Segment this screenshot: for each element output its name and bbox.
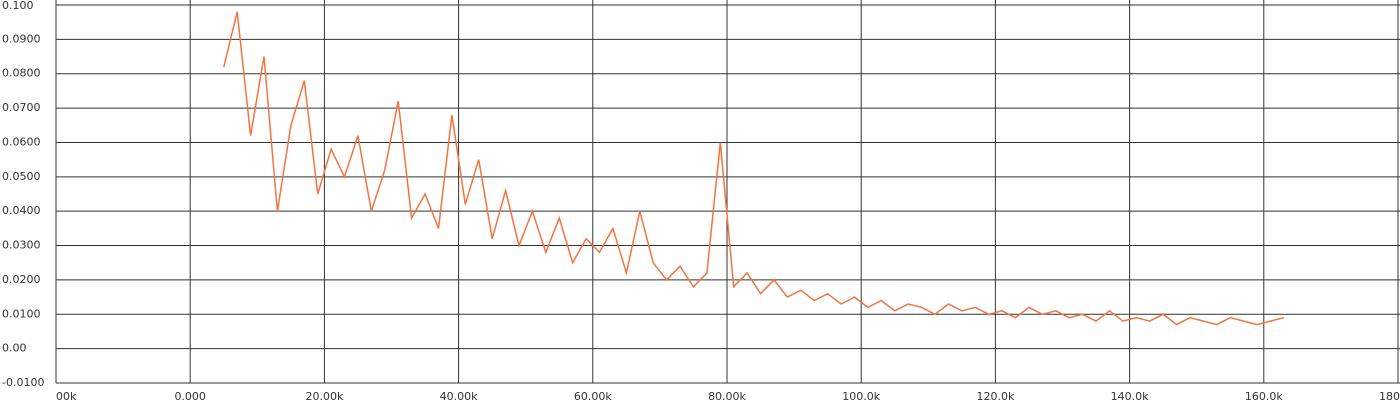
y-tick-label: 0.0500 xyxy=(2,170,41,183)
x-tick-label: 40.00k xyxy=(440,390,478,403)
x-tick-label: 80.00k xyxy=(708,390,746,403)
x-tick-label: 120.0k xyxy=(976,390,1014,403)
x-tick-label: 20.00k xyxy=(305,390,343,403)
x-tick-label: 140.0k xyxy=(1111,390,1149,403)
y-tick-label: 0.0400 xyxy=(2,204,41,217)
x-tick-label: 0.000 xyxy=(174,390,206,403)
x-tick-label: 60.00k xyxy=(574,390,612,403)
y-tick-label: 0.0900 xyxy=(2,32,41,45)
line-series xyxy=(223,11,1285,326)
x-tick-label: 160.0k xyxy=(1245,390,1283,403)
x-tick-label: 180 xyxy=(1379,390,1400,403)
y-tick-label: 0.0200 xyxy=(2,273,41,286)
y-tick-label: 0.0600 xyxy=(2,135,41,148)
y-tick-label: 0.0800 xyxy=(2,67,41,80)
y-tick-label: 0.00 xyxy=(2,342,27,355)
x-tick-label: 00k xyxy=(56,390,77,403)
y-tick-label: 0.0100 xyxy=(2,307,41,320)
y-tick-label: 0.100 xyxy=(2,0,34,12)
x-tick-label: 100.0k xyxy=(842,390,880,403)
y-tick-label: 0.0300 xyxy=(2,239,41,252)
y-tick-label: -0.0100 xyxy=(2,376,44,389)
y-tick-label: 0.0700 xyxy=(2,101,41,114)
